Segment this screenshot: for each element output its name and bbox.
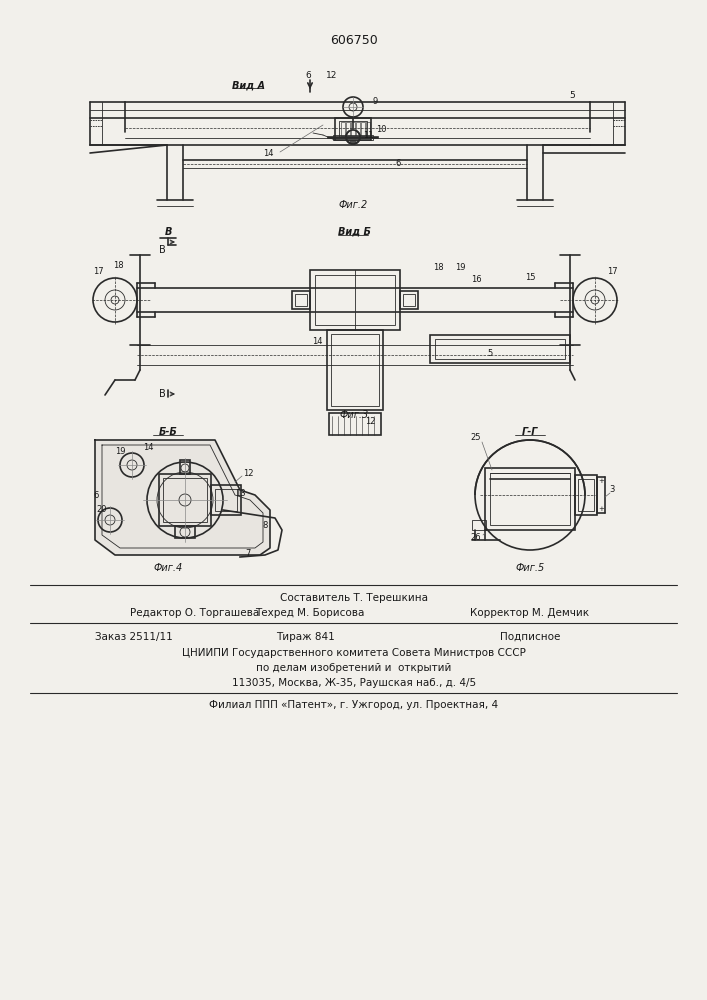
Text: Техред М. Борисова: Техред М. Борисова	[255, 608, 365, 618]
Bar	[327, 330, 383, 410]
Text: 14: 14	[312, 338, 322, 347]
Text: Корректор М. Демчик: Корректор М. Демчик	[470, 608, 590, 618]
Text: 6: 6	[93, 490, 99, 499]
Bar	[490, 473, 570, 525]
Bar	[403, 294, 415, 306]
Text: 14: 14	[143, 444, 153, 452]
Bar	[578, 479, 594, 511]
Text: Вид Б: Вид Б	[337, 227, 370, 237]
Text: 12: 12	[243, 468, 253, 478]
Bar	[295, 294, 307, 306]
Text: 25: 25	[471, 434, 481, 442]
Bar	[292, 291, 310, 309]
Text: 13: 13	[235, 488, 245, 497]
Text: Фиг.4: Фиг.4	[153, 563, 182, 573]
Bar	[351, 122, 355, 136]
Text: 113035, Москва, Ж-35, Раушская наб., д. 4/5: 113035, Москва, Ж-35, Раушская наб., д. …	[232, 678, 476, 688]
Bar	[175, 526, 195, 538]
Text: 10: 10	[375, 125, 386, 134]
Text: 20: 20	[97, 506, 107, 514]
Text: Филиал ППП «Патент», г. Ужгород, ул. Проектная, 4: Филиал ППП «Патент», г. Ужгород, ул. Про…	[209, 700, 498, 710]
Text: 17: 17	[93, 267, 103, 276]
Bar	[331, 334, 379, 406]
Bar	[361, 122, 365, 136]
Text: Подписное: Подписное	[500, 632, 560, 642]
Bar	[472, 520, 486, 530]
Text: 5: 5	[569, 91, 575, 100]
Bar	[366, 122, 370, 136]
Text: +: +	[598, 478, 604, 484]
Bar	[211, 485, 241, 515]
Text: 9: 9	[373, 98, 378, 106]
Text: Б-Б: Б-Б	[158, 427, 177, 437]
Bar	[215, 489, 237, 511]
Text: 15: 15	[525, 273, 535, 282]
Bar	[435, 339, 565, 359]
Bar	[341, 122, 345, 136]
Bar	[430, 335, 570, 363]
Text: Г-Г: Г-Г	[522, 427, 538, 437]
Text: 6: 6	[305, 72, 311, 81]
Text: Редактор О. Торгашева: Редактор О. Торгашева	[130, 608, 259, 618]
Text: 19: 19	[115, 448, 125, 456]
Text: В: В	[158, 389, 165, 399]
Text: 14: 14	[263, 148, 273, 157]
Bar	[356, 122, 360, 136]
Bar	[575, 475, 597, 515]
Text: 3: 3	[609, 486, 614, 494]
Text: В: В	[164, 227, 172, 237]
Text: 19: 19	[455, 263, 465, 272]
Text: 5: 5	[487, 349, 493, 358]
Text: 606750: 606750	[330, 33, 378, 46]
Text: Тираж 841: Тираж 841	[276, 632, 334, 642]
Bar	[315, 275, 395, 325]
Bar	[310, 270, 400, 330]
Text: Заказ 2511/11: Заказ 2511/11	[95, 632, 173, 642]
Text: В: В	[158, 245, 165, 255]
Bar	[329, 413, 381, 435]
Text: 8: 8	[262, 520, 268, 530]
Bar	[180, 460, 190, 474]
Bar	[163, 478, 207, 522]
Polygon shape	[95, 440, 270, 555]
Text: Составитель Т. Терешкина: Составитель Т. Терешкина	[280, 593, 428, 603]
Text: 17: 17	[607, 267, 617, 276]
Text: 16: 16	[471, 275, 481, 284]
Text: ЦНИИПИ Государственного комитета Совета Министров СССР: ЦНИИПИ Государственного комитета Совета …	[182, 648, 526, 658]
Text: 6: 6	[395, 158, 401, 167]
Bar	[333, 135, 373, 140]
Bar	[485, 468, 575, 530]
Bar	[339, 121, 367, 137]
Text: 11: 11	[363, 130, 373, 139]
Text: 18: 18	[112, 261, 123, 270]
Text: 12: 12	[365, 418, 375, 426]
Text: Фиг.2: Фиг.2	[339, 200, 368, 210]
Text: Фиг.5: Фиг.5	[515, 563, 544, 573]
Text: 12: 12	[327, 72, 338, 81]
Bar	[346, 122, 350, 136]
Text: 18: 18	[433, 262, 443, 271]
Bar	[159, 474, 211, 526]
Text: 7: 7	[245, 548, 251, 558]
Text: Вид А: Вид А	[231, 80, 264, 90]
Text: 26: 26	[471, 534, 481, 542]
Text: по делам изобретений и  открытий: по делам изобретений и открытий	[257, 663, 452, 673]
Bar	[335, 118, 371, 140]
Text: Фиг.3: Фиг.3	[339, 410, 368, 420]
Bar	[400, 291, 418, 309]
Bar	[328, 137, 378, 138]
Text: +: +	[598, 506, 604, 512]
